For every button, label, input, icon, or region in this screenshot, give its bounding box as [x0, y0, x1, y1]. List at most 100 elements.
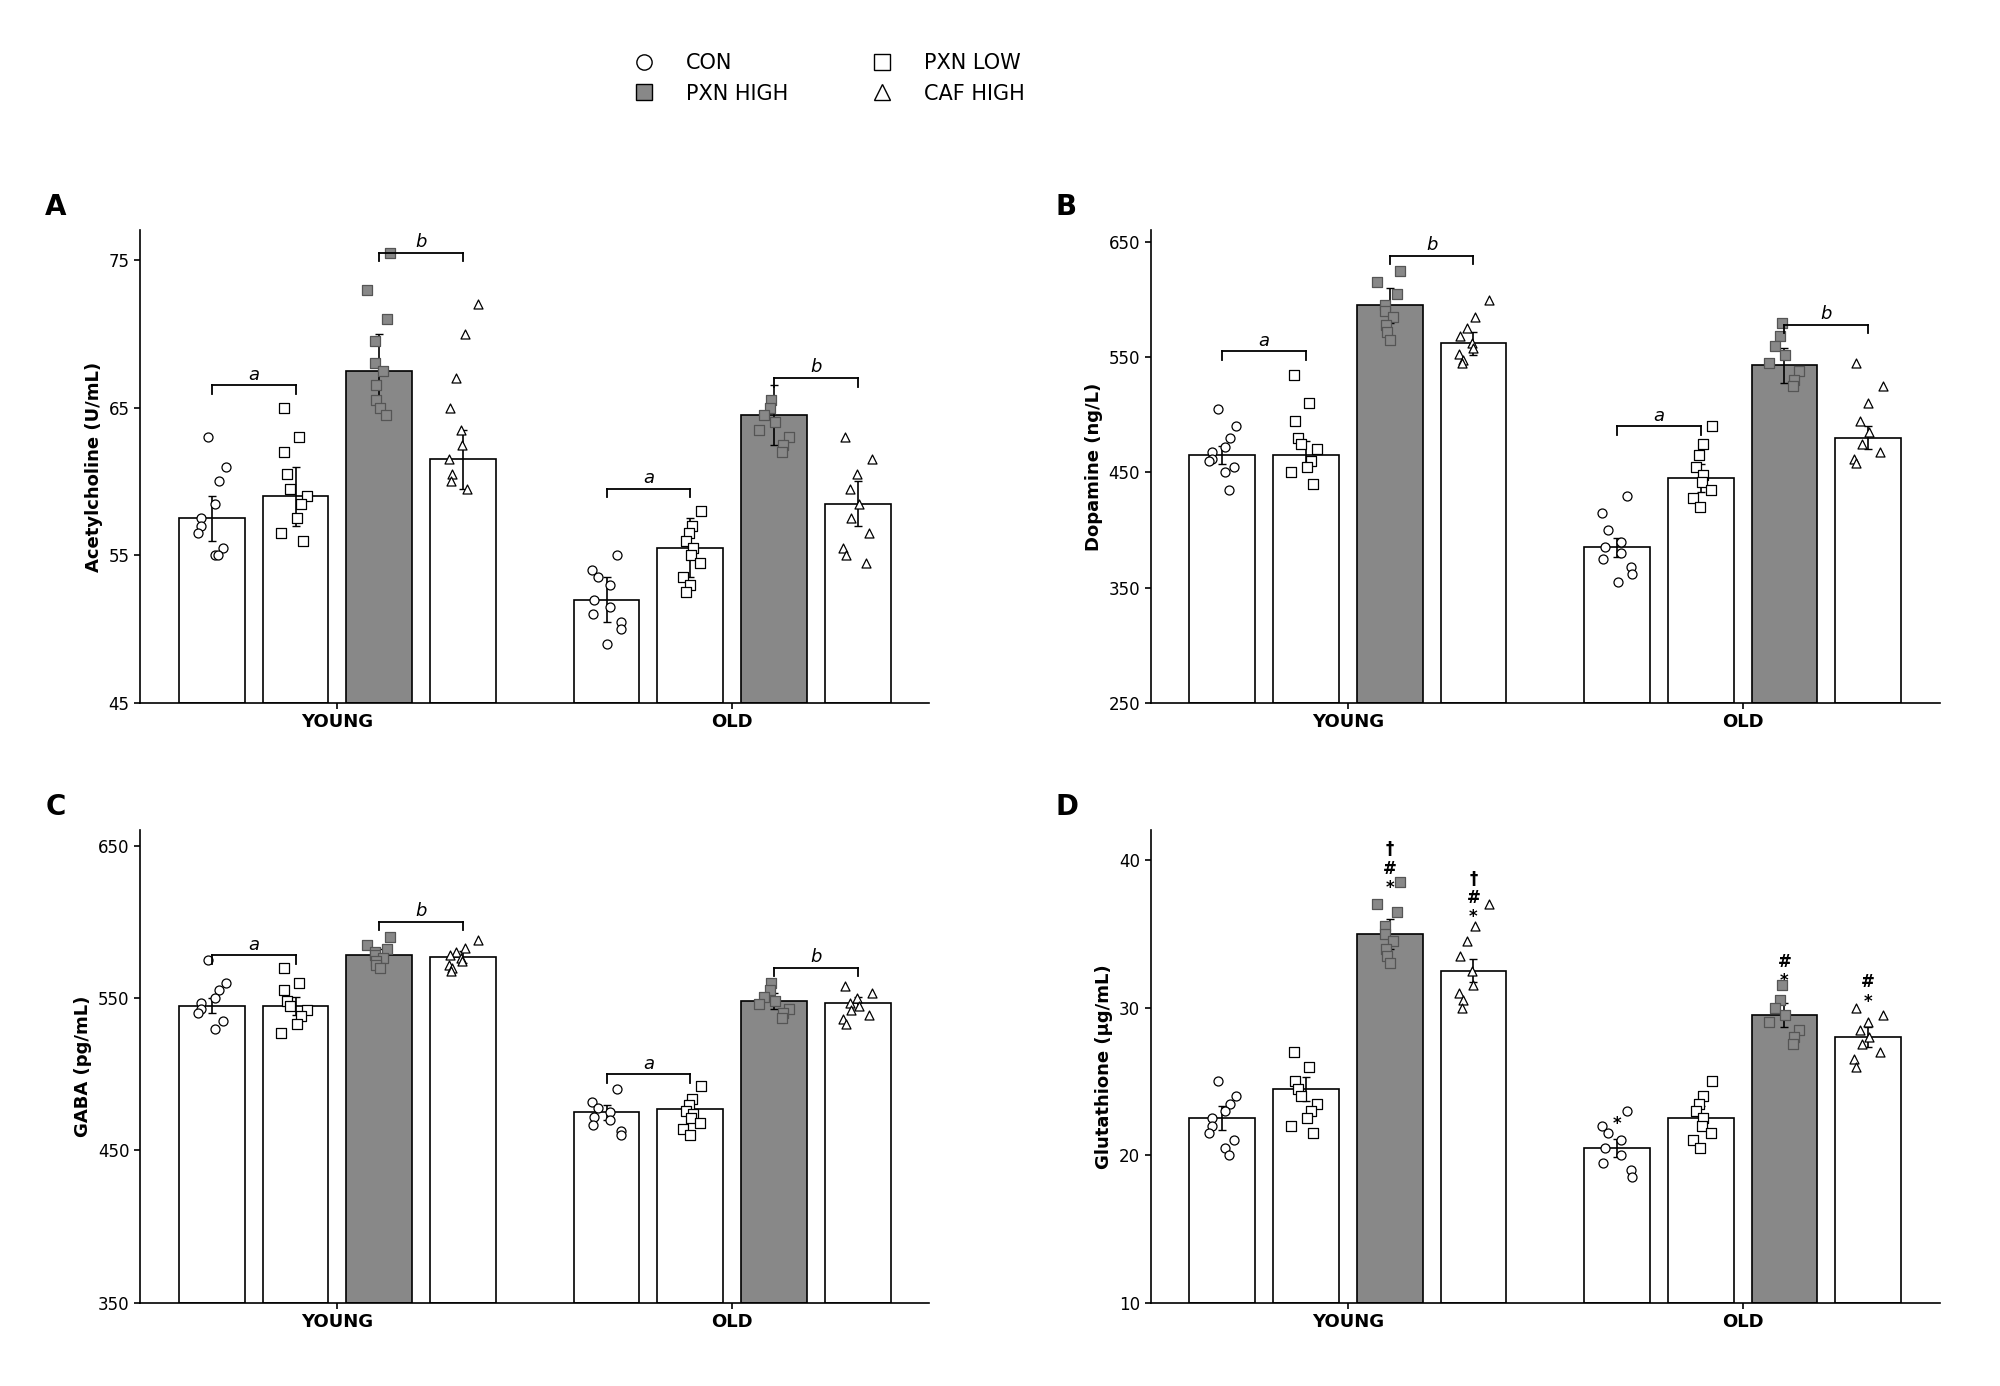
Text: b: b	[416, 233, 426, 251]
Point	[1846, 432, 1878, 455]
Point	[772, 426, 804, 448]
Point	[582, 1096, 614, 1119]
Point	[186, 507, 218, 529]
Point	[1758, 334, 1790, 356]
Point	[1276, 462, 1308, 484]
Point	[592, 633, 624, 656]
Point	[604, 1120, 636, 1142]
Bar	[1356, 934, 1422, 1303]
Point	[436, 463, 468, 485]
Point	[358, 941, 390, 963]
Point	[366, 947, 398, 969]
Bar	[824, 503, 890, 703]
Point	[1472, 893, 1504, 915]
Text: †: †	[1386, 840, 1394, 858]
Point	[286, 529, 318, 552]
Point	[1448, 348, 1480, 370]
Point	[670, 1099, 702, 1121]
Point	[272, 990, 304, 1012]
Point	[672, 523, 704, 545]
Point	[686, 500, 718, 523]
Point	[1298, 1121, 1330, 1143]
Point	[364, 396, 396, 419]
Bar	[742, 1001, 806, 1303]
Text: #: #	[1862, 973, 1876, 991]
Point	[578, 589, 610, 611]
Point	[1382, 283, 1414, 305]
Text: b: b	[810, 948, 822, 966]
Point	[1218, 1130, 1250, 1152]
Point	[1456, 959, 1488, 981]
Bar	[1190, 1119, 1256, 1303]
Point	[670, 529, 702, 552]
Y-axis label: Acetylcholine (U/mL): Acetylcholine (U/mL)	[86, 362, 104, 572]
Point	[282, 426, 314, 448]
Point	[842, 995, 874, 1017]
Point	[290, 999, 322, 1021]
Point	[856, 448, 888, 470]
Point	[364, 956, 396, 979]
Point	[436, 956, 468, 979]
Point	[350, 934, 382, 956]
Point	[1604, 542, 1636, 564]
Point	[594, 574, 626, 596]
Point	[1686, 432, 1718, 455]
Point	[432, 448, 464, 470]
Text: #: #	[1382, 859, 1396, 877]
Bar	[346, 955, 412, 1303]
Point	[830, 974, 862, 997]
Point	[1588, 536, 1620, 559]
Point	[370, 938, 402, 960]
Point	[1444, 342, 1476, 365]
Point	[1282, 1078, 1314, 1100]
Point	[1370, 299, 1402, 322]
Text: *: *	[1386, 879, 1394, 897]
Point	[436, 470, 468, 492]
Point	[360, 374, 392, 396]
Point	[828, 1008, 860, 1030]
Point	[1294, 392, 1326, 414]
Bar	[1752, 1015, 1818, 1303]
Point	[1680, 456, 1712, 478]
Point	[358, 352, 390, 374]
Point	[836, 507, 868, 529]
Point	[1688, 464, 1720, 486]
Point	[1592, 1121, 1624, 1143]
Point	[1688, 1107, 1720, 1130]
Text: b: b	[810, 359, 822, 377]
Bar	[178, 1006, 244, 1303]
Point	[1866, 1003, 1898, 1026]
Point	[1292, 1107, 1324, 1130]
Point	[1374, 328, 1406, 351]
Point	[842, 463, 874, 485]
Point	[1754, 352, 1786, 374]
Point	[268, 980, 300, 1002]
Point	[1866, 376, 1898, 398]
Point	[772, 998, 804, 1020]
Bar	[346, 370, 412, 703]
Bar	[1668, 478, 1734, 703]
Point	[1384, 259, 1416, 281]
Point	[1382, 901, 1414, 923]
Point	[1838, 448, 1870, 470]
Point	[264, 523, 296, 545]
Point	[576, 1113, 608, 1135]
Point	[1592, 518, 1624, 541]
Point	[1362, 272, 1394, 294]
Point	[1444, 326, 1476, 348]
Point	[274, 478, 306, 500]
Text: C: C	[46, 793, 66, 821]
Bar	[1356, 305, 1422, 703]
Point	[1754, 1012, 1786, 1034]
Text: D: D	[1056, 793, 1078, 821]
Point	[1370, 294, 1402, 316]
Point	[1778, 369, 1810, 391]
Point	[1276, 1114, 1308, 1137]
Point	[366, 359, 398, 381]
Text: a: a	[1654, 406, 1664, 424]
Point	[1840, 1056, 1872, 1078]
Point	[1202, 398, 1234, 420]
Point	[448, 937, 480, 959]
Point	[1384, 870, 1416, 893]
Text: #: #	[1778, 952, 1792, 970]
